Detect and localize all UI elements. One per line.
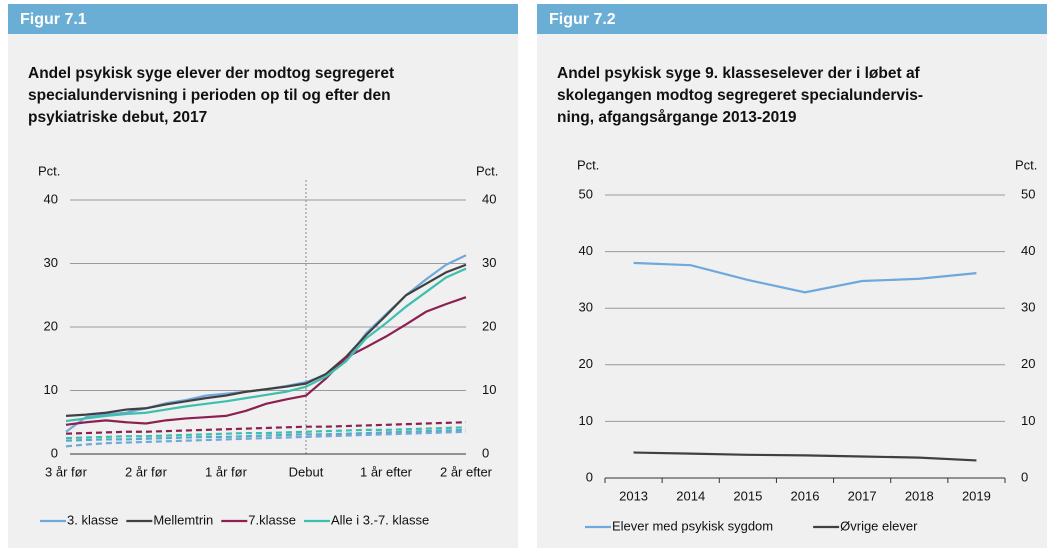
y-tick-label: 10 [44, 382, 58, 397]
series-line [65, 267, 467, 423]
y2-tick-label: 20 [1021, 356, 1035, 371]
x-tick-label: 2014 [676, 488, 705, 503]
x-tick-label: 2017 [848, 488, 877, 503]
panel [8, 4, 518, 548]
series-line [65, 263, 467, 417]
y-tick-label: 20 [579, 356, 593, 371]
series-line [633, 451, 977, 462]
y2-tick-label: 50 [1021, 186, 1035, 201]
chart-title: skolegangen modtog segregeret specialund… [557, 87, 923, 104]
y2-tick-label: 20 [482, 318, 496, 333]
panel-header [8, 4, 518, 34]
y2-tick-label: 10 [1021, 413, 1035, 428]
legend-label: 3. klasse [67, 512, 118, 527]
panel [537, 4, 1047, 548]
series-line [65, 430, 467, 448]
chart-title: ning, afgangsårgange 2013-2019 [557, 109, 797, 126]
chart-title: specialundervisning i perioden op til og… [28, 87, 391, 104]
y-tick-label: 0 [51, 445, 58, 460]
x-tick-label: 1 år før [205, 464, 248, 479]
x-tick-label: 2016 [791, 488, 820, 503]
y-tick-label: 10 [579, 413, 593, 428]
legend-label: Elever med psykisk sygdom [612, 518, 773, 533]
x-tick-label: Debut [289, 464, 324, 479]
x-tick-label: 2 år efter [440, 464, 493, 479]
figure-label: Figur 7.1 [20, 11, 87, 28]
x-tick-label: 2019 [962, 488, 991, 503]
x-tick-label: 2 år før [125, 464, 168, 479]
y2-tick-label: 30 [1021, 300, 1035, 315]
legend-label: Mellemtrin [153, 512, 213, 527]
y2-axis-label: Pct. [1015, 157, 1037, 172]
series-line [65, 428, 467, 442]
x-tick-label: 2015 [733, 488, 762, 503]
series-line [65, 296, 467, 426]
y2-tick-label: 10 [482, 382, 496, 397]
series-line [65, 426, 467, 440]
y-tick-label: 40 [579, 243, 593, 258]
y-tick-label: 30 [44, 255, 58, 270]
x-tick-label: 3 år før [45, 464, 88, 479]
legend-label: Alle i 3.-7. klasse [331, 512, 429, 527]
series-line [633, 261, 977, 294]
y-tick-label: 50 [579, 186, 593, 201]
y2-axis-label: Pct. [476, 163, 498, 178]
y-axis-label: Pct. [577, 157, 599, 172]
y-tick-label: 30 [579, 300, 593, 315]
legend-label: Øvrige elever [840, 518, 918, 533]
y-tick-label: 20 [44, 318, 58, 333]
chart-title: Andel psykisk syge 9. klasseselever der … [557, 65, 921, 82]
panel-header [537, 4, 1047, 34]
y2-tick-label: 40 [482, 191, 496, 206]
chart-title: Andel psykisk syge elever der modtog seg… [28, 65, 394, 82]
y2-tick-label: 40 [1021, 243, 1035, 258]
y-axis-label: Pct. [38, 163, 60, 178]
legend-label: 7.klasse [248, 512, 296, 527]
y-tick-label: 40 [44, 191, 58, 206]
y2-tick-label: 0 [1021, 469, 1028, 484]
chart-title: psykiatriske debut, 2017 [28, 109, 207, 126]
series-line [65, 421, 467, 435]
x-tick-label: 2013 [619, 488, 648, 503]
x-tick-label: 2018 [905, 488, 934, 503]
y2-tick-label: 30 [482, 255, 496, 270]
y-tick-label: 0 [586, 469, 593, 484]
x-tick-label: 1 år efter [360, 464, 413, 479]
figure-label: Figur 7.2 [549, 11, 616, 28]
y2-tick-label: 0 [482, 445, 489, 460]
